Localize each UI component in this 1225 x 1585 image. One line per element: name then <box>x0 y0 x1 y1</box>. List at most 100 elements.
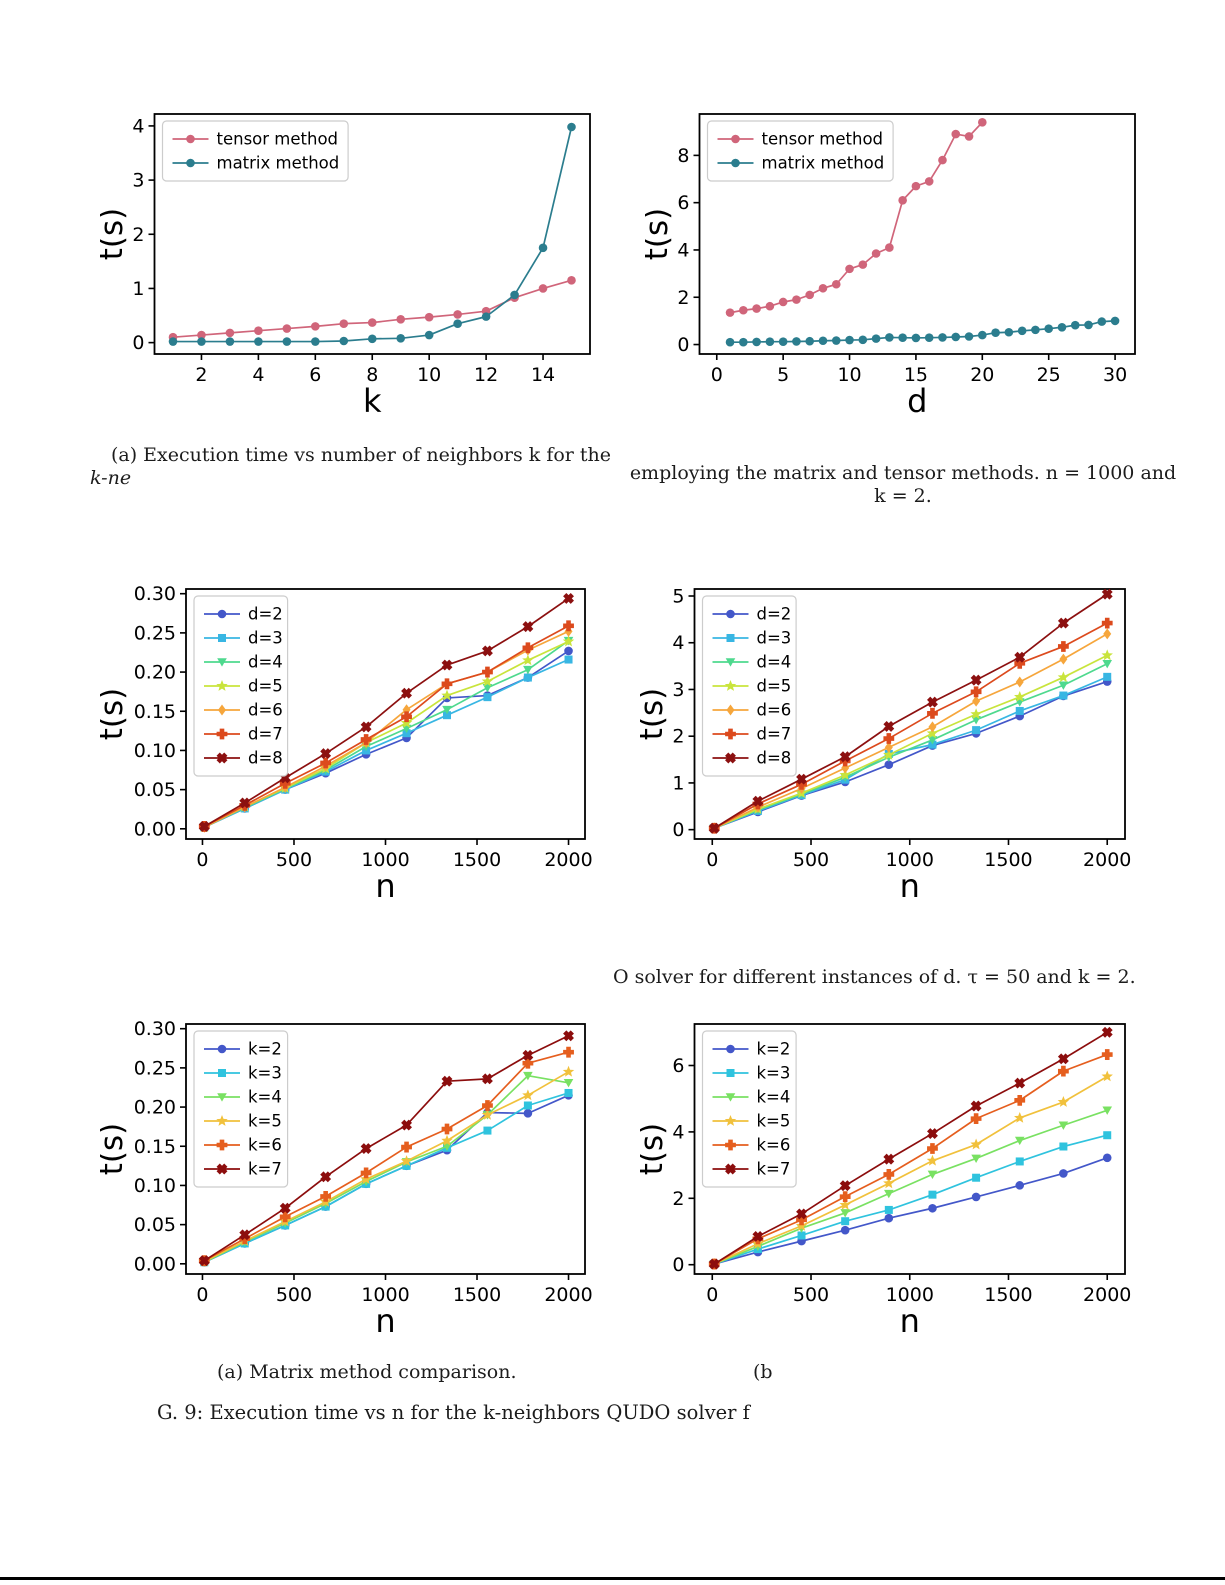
svg-text:10: 10 <box>417 364 441 386</box>
svg-text:15: 15 <box>904 364 928 386</box>
series-k=4 <box>709 1106 1113 1269</box>
chart-tensor-time-vs-n-d: 0 500 1000 1500 2000012345nt(s)d=2d=3d=4d=5d… <box>640 586 1131 905</box>
page-bottom-rule <box>0 1577 1225 1580</box>
svg-text:d=7: d=7 <box>757 725 792 744</box>
svg-text:14: 14 <box>531 364 555 386</box>
svg-text:k=5: k=5 <box>757 1112 791 1131</box>
axes: 0 500 1000 1500 2000 0 2 4 6 n t(s) <box>640 1023 1131 1340</box>
series-matrix-method <box>725 316 1120 347</box>
legend: k=2 k=3 k=4 k=5 k=6 k=7 <box>701 1030 797 1188</box>
svg-text:0.25: 0.25 <box>134 622 176 644</box>
axes: 0 5 10 15 20 25 30 0 2 4 6 8 d t(s) <box>645 113 1136 420</box>
svg-text:2: 2 <box>672 1188 684 1210</box>
svg-text:0.25: 0.25 <box>134 1057 176 1079</box>
svg-text:0: 0 <box>706 1284 718 1306</box>
chart-matrix-time-vs-n-d: 0 500 1000 1500 2000 0.00 0.05 0.10 0.15 0.20 0.25… <box>100 583 593 905</box>
svg-text:2: 2 <box>677 287 689 309</box>
svg-text:4: 4 <box>252 364 264 386</box>
svg-text:0: 0 <box>706 849 718 871</box>
svg-text:d=2: d=2 <box>757 605 792 624</box>
caption-subfig-a-top: (a) Execution time vs number of neighbor… <box>80 444 642 489</box>
svg-text:k=3: k=3 <box>248 1064 282 1083</box>
series-d=8 <box>198 592 574 832</box>
svg-text:k=2: k=2 <box>757 1040 791 1059</box>
svg-text:tensor method: tensor method <box>762 130 884 149</box>
svg-text:k=2: k=2 <box>248 1040 282 1059</box>
y-axis-label: t(s) <box>640 1123 670 1176</box>
svg-text:4: 4 <box>672 1121 684 1143</box>
svg-text:matrix method: matrix method <box>762 154 885 173</box>
svg-text:1000: 1000 <box>886 849 934 871</box>
axes: 0 500 1000 1500 2000 0 1 2 3 4 5 n t(s) <box>640 586 1131 905</box>
svg-text:k=4: k=4 <box>248 1088 282 1107</box>
svg-text:0: 0 <box>711 364 723 386</box>
svg-text:k=7: k=7 <box>757 1160 791 1179</box>
caption-line: (a) Execution time vs number of neighbor… <box>110 444 612 466</box>
caption-subfig-b-top: employing the matrix and tensor methods.… <box>623 462 1183 507</box>
svg-text:1000: 1000 <box>886 1284 934 1306</box>
svg-text:12: 12 <box>474 364 498 386</box>
svg-text:5: 5 <box>672 586 684 608</box>
svg-text:500: 500 <box>793 1284 829 1306</box>
svg-text:25: 25 <box>1037 364 1061 386</box>
svg-text:d=2: d=2 <box>248 605 283 624</box>
svg-text:matrix method: matrix method <box>217 154 340 173</box>
svg-text:2000: 2000 <box>544 849 592 871</box>
svg-text:d=6: d=6 <box>757 701 792 720</box>
y-axis-label: t(s) <box>100 208 130 261</box>
svg-text:4: 4 <box>672 632 684 654</box>
x-axis-label: n <box>375 1302 395 1340</box>
svg-text:d=3: d=3 <box>248 629 283 648</box>
svg-text:k=7: k=7 <box>248 1160 282 1179</box>
svg-text:2000: 2000 <box>1083 1284 1131 1306</box>
svg-text:6: 6 <box>672 1055 684 1077</box>
svg-text:0.20: 0.20 <box>134 1097 176 1119</box>
svg-text:d=4: d=4 <box>248 653 283 672</box>
x-axis-label: n <box>900 1302 920 1340</box>
chart-tensor-time-vs-n-k: 0 500 1000 1500 2000 0 2 4 6 n t(s) k=2 k=3 k=4 k=5 k=6… <box>640 1023 1131 1340</box>
svg-text:500: 500 <box>793 849 829 871</box>
series-tensor-method <box>168 276 576 342</box>
svg-text:10: 10 <box>837 364 861 386</box>
x-axis-label: d <box>907 382 927 420</box>
svg-text:0.20: 0.20 <box>134 662 176 684</box>
svg-text:0.00: 0.00 <box>134 1253 176 1275</box>
svg-text:20: 20 <box>970 364 994 386</box>
series-k=7 <box>708 1026 1113 1270</box>
series-d=8 <box>708 588 1113 834</box>
svg-text:1000: 1000 <box>361 849 409 871</box>
svg-text:8: 8 <box>677 145 689 167</box>
chart-matrix-time-vs-n-k: 0 500 1000 1500 2000 0.00 0.05 0.10 0.15 0.20 0.25… <box>100 1018 593 1340</box>
caption-middle-right: O solver for different instances of d. τ… <box>613 966 1136 988</box>
svg-text:d=4: d=4 <box>757 653 792 672</box>
svg-text:3: 3 <box>132 170 144 192</box>
legend: d=2 d=3 d=4 d=5 d=6 d=7 d=8 <box>193 595 289 777</box>
svg-text:0: 0 <box>196 849 208 871</box>
svg-text:d=6: d=6 <box>248 701 283 720</box>
svg-text:k=3: k=3 <box>757 1064 791 1083</box>
caption-line: k-ne <box>90 466 132 489</box>
y-axis-label: t(s) <box>100 1123 130 1176</box>
series-matrix-method <box>168 122 576 346</box>
svg-text:0: 0 <box>677 334 689 356</box>
caption-subfig-a-bottom: (a) Matrix method comparison. <box>217 1361 517 1383</box>
svg-text:30: 30 <box>1103 364 1127 386</box>
svg-text:0.00: 0.00 <box>134 818 176 840</box>
axes: 0 500 1000 1500 2000 0.00 0.05 0.10 0.15 0.20 0.25… <box>100 1018 593 1340</box>
svg-text:d=8: d=8 <box>248 749 283 768</box>
svg-text:d=3: d=3 <box>757 629 792 648</box>
svg-text:1: 1 <box>672 772 684 794</box>
svg-text:2000: 2000 <box>544 1284 592 1306</box>
svg-text:0: 0 <box>672 819 684 841</box>
figure-caption: G. 9: Execution time vs n for the k-neig… <box>157 1401 750 1424</box>
series-tensor-method <box>725 117 987 317</box>
svg-text:k=5: k=5 <box>248 1112 282 1131</box>
svg-text:d=7: d=7 <box>248 725 283 744</box>
series-d=7 <box>198 620 574 832</box>
legend: k=2 k=3 k=4 k=5 k=6 k=7 <box>193 1030 289 1188</box>
svg-text:4: 4 <box>132 115 144 137</box>
chart-time-vs-d: 0 5 10 15 20 25 30 0 2 4 6 8 d t(s) tensor method matri… <box>645 113 1136 420</box>
legend: d=2 d=3 d=4 d=5 d=6 d=7 d=8 <box>701 595 797 777</box>
svg-text:2: 2 <box>672 726 684 748</box>
